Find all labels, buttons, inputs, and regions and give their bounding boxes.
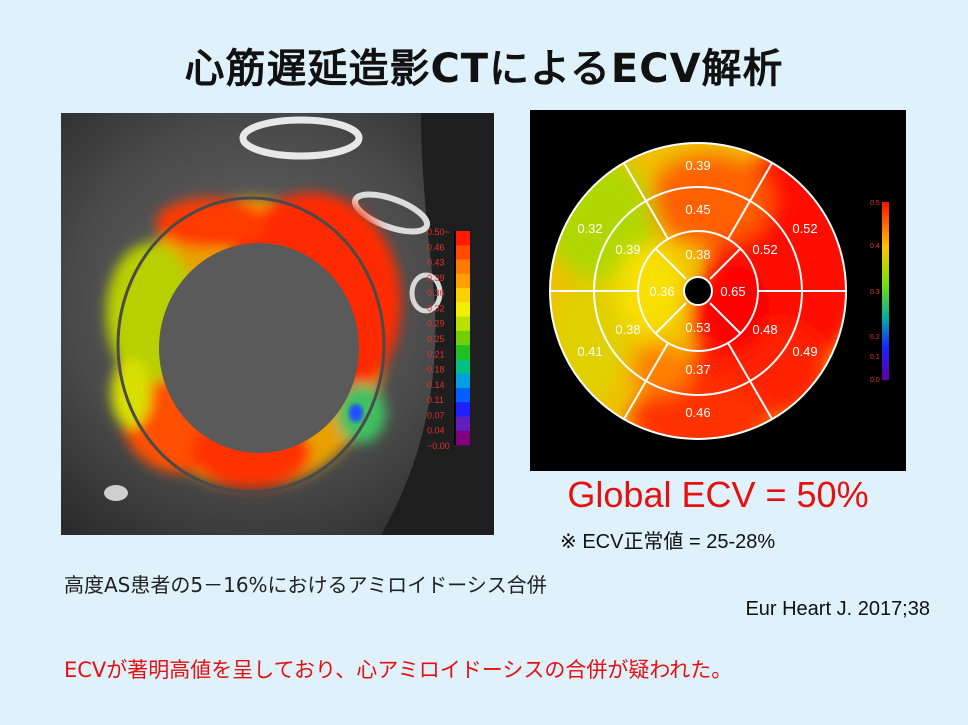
prevalence-note: 高度AS患者の5－16%におけるアミロイドーシス合併 [64, 573, 547, 597]
ct-colorbar-label: 0.50~ [427, 227, 450, 237]
seg-label-outer-6: 0.32 [577, 221, 602, 236]
ct-colorbar-block [456, 245, 470, 261]
conclusion-text: ECVが著明高値を呈しており、心アミロイドーシスの合併が疑われた。 [64, 658, 733, 682]
apex-center [683, 276, 713, 306]
ct-colorbar-label: 0.25 [427, 334, 445, 344]
ct-colorbar-label: 0.46 [427, 242, 445, 252]
ct-colorbar-label: 0.07 [427, 410, 445, 420]
ct-colorbar-block [456, 316, 470, 332]
ct-colorbar-block [456, 416, 470, 432]
ct-colorbar-label: 0.04 [427, 426, 445, 436]
ct-colorbar-block [456, 430, 470, 446]
ct-colorbar-block [456, 387, 470, 403]
seg-label-outer-3: 0.49 [792, 344, 817, 359]
ct-colorbar: 0.50~ 0.46 0.43 0.39 0.36 0.32 0.29 0.25 0.21 0.1… [427, 227, 470, 451]
ct-colorbar-block [456, 259, 470, 275]
cb-label-1: 0.4 [870, 243, 880, 250]
seg-label-mid-3: 0.48 [752, 322, 777, 337]
rib-structure [239, 116, 363, 160]
cb-label-0: 0.5 [870, 200, 880, 207]
seg-label-mid-4: 0.37 [685, 362, 710, 377]
ct-colorbar-block [456, 302, 470, 318]
seg-label-outer-2: 0.52 [792, 221, 817, 236]
ct-colorbar-block [456, 330, 470, 346]
seg-label-outer-1: 0.39 [685, 158, 710, 173]
ct-colorbar-label: ~0.00 [427, 441, 450, 451]
ct-colorbar-label: 0.11 [427, 395, 444, 405]
ct-colorbar-block [456, 402, 470, 417]
cb-label-4: 0.1 [870, 354, 880, 361]
seg-label-inner-2: 0.65 [720, 284, 745, 299]
cb-label-3: 0.2 [870, 334, 880, 341]
ecv-polar-map: 0.39 0.52 0.49 0.46 0.41 0.32 0.45 0.52 … [530, 110, 906, 471]
ct-colorbar-label: 0.32 [427, 303, 445, 313]
seg-label-mid-2: 0.52 [752, 242, 777, 257]
ct-colorbar-label: 0.14 [427, 380, 445, 390]
seg-label-inner-3: 0.53 [685, 320, 710, 335]
seg-label-mid-1: 0.45 [685, 202, 710, 217]
seg-label-outer-4: 0.46 [685, 405, 710, 420]
seg-label-inner-1: 0.38 [685, 247, 710, 262]
lv-cavity [159, 243, 359, 453]
polar-map-colorbar: 0.5 0.4 0.3 0.2 0.1 0.0 [870, 200, 889, 384]
ct-colorbar-block [456, 345, 470, 360]
global-ecv-value: Global ECV = 50% [567, 474, 869, 515]
cb-label-2: 0.3 [870, 289, 880, 296]
ct-colorbar-block [456, 373, 470, 389]
ct-colorbar-label: 0.18 [427, 365, 445, 375]
ct-colorbar-label: 0.39 [427, 273, 445, 283]
seg-label-outer-5: 0.41 [577, 344, 602, 359]
reference-citation: Eur Heart J. 2017;38 [745, 598, 930, 620]
ct-colorbar-block [456, 288, 470, 303]
normal-range-note: ※ ECV正常値 = 25-28% [560, 531, 776, 553]
slide-title: 心筋遅延造影CTによるECV解析 [184, 46, 784, 92]
ct-colorbar-label: 0.43 [427, 258, 445, 268]
cb-label-5: 0.0 [870, 377, 880, 384]
ct-colorbar-block [456, 231, 470, 246]
seg-label-inner-4: 0.36 [649, 284, 674, 299]
segment-labels: 0.39 0.52 0.49 0.46 0.41 0.32 0.45 0.52 … [577, 158, 817, 420]
ct-colorbar-label: 0.36 [427, 288, 445, 298]
ct-colorbar-label: 0.29 [427, 319, 445, 329]
ct-colorbar-block [456, 273, 470, 289]
seg-label-mid-6: 0.39 [615, 242, 640, 257]
polar-map-grid [549, 142, 847, 440]
ct-colorbar-block [456, 359, 470, 375]
ct-ecv-image: 0.50~ 0.46 0.43 0.39 0.36 0.32 0.29 0.25 0.21 0.1… [61, 113, 494, 535]
seg-label-mid-5: 0.38 [615, 322, 640, 337]
ct-colorbar-label: 0.21 [427, 349, 445, 359]
